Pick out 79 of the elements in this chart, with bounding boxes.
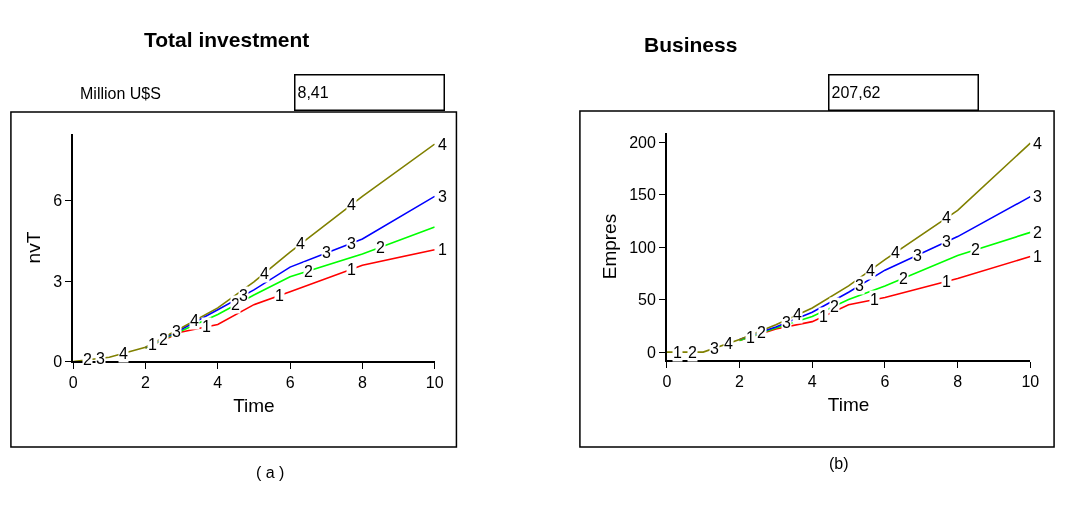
annotation: 4 <box>793 306 802 323</box>
annotation: 3 <box>710 340 719 357</box>
annotation: 3 <box>1033 188 1042 205</box>
y-tick-label: 0 <box>646 343 656 361</box>
annotation: 1 <box>1033 248 1042 265</box>
x-tick-label: 4 <box>213 374 223 392</box>
x-tick-label: 6 <box>285 374 295 392</box>
annotation: 2 <box>830 298 839 315</box>
annotation: 3 <box>239 287 248 304</box>
annotation: 1 <box>870 291 879 308</box>
y-tick-label: 200 <box>629 133 656 151</box>
annotation: 2 <box>304 263 313 280</box>
line-series <box>738 231 1031 342</box>
annotation: 4 <box>866 262 875 279</box>
text: 207,62 <box>831 84 881 101</box>
annotation: 3 <box>96 350 105 367</box>
x-tick-label: 0 <box>68 374 78 392</box>
y-axis-title: nvT <box>22 231 44 264</box>
annotation: 3 <box>782 314 791 331</box>
annotation: 4 <box>347 196 356 213</box>
annotation: 4 <box>438 136 447 153</box>
annotation: 2 <box>899 270 908 287</box>
text: Million U$S <box>80 85 161 102</box>
line-series <box>144 226 435 349</box>
annotation: 4 <box>891 244 900 261</box>
x-tick-label: 2 <box>735 373 745 391</box>
x-tick-label: 8 <box>953 373 963 391</box>
annotation: 3 <box>913 247 922 264</box>
annotation: 1 <box>148 336 157 353</box>
annotation: 4 <box>1033 135 1042 152</box>
annotation: 4 <box>724 335 733 352</box>
annotation: 1 <box>942 273 951 290</box>
y-tick-label: 100 <box>629 238 656 256</box>
annotation: 4 <box>260 265 269 282</box>
x-tick-label: 4 <box>807 373 817 391</box>
x-axis-title: Time <box>827 393 870 415</box>
annotation: 2 <box>971 241 980 258</box>
x-tick-label: 2 <box>141 374 151 392</box>
y-tick-label: 150 <box>629 186 656 204</box>
y-tick-label: 6 <box>53 192 63 210</box>
annotation: 1 <box>673 344 682 361</box>
annotation: 3 <box>172 323 181 340</box>
text: (b) <box>829 455 849 472</box>
annotation: 3 <box>942 233 951 250</box>
annotation: 2 <box>688 344 697 361</box>
y-tick-label: 0 <box>53 353 63 371</box>
annotation: 1 <box>275 287 284 304</box>
y-axis-title: Empres <box>598 213 620 280</box>
annotation: 4 <box>296 235 305 252</box>
x-tick-label: 8 <box>357 374 367 392</box>
text: ( a ) <box>256 464 285 481</box>
y-tick-label: 3 <box>53 272 63 290</box>
annotation: 2 <box>231 296 240 313</box>
text: 8,41 <box>297 84 329 101</box>
x-tick-label: 10 <box>425 374 444 392</box>
annotation: 2 <box>376 239 385 256</box>
annotation: 2 <box>757 324 766 341</box>
annotation: 3 <box>438 188 447 205</box>
annotation: 3 <box>347 235 356 252</box>
y-tick-label: 50 <box>638 291 656 309</box>
annotation: 1 <box>746 329 755 346</box>
annotation: 4 <box>119 345 128 362</box>
x-axis-title: Time <box>233 394 275 416</box>
annotation: 2 <box>83 351 92 368</box>
annotation: 1 <box>347 261 356 278</box>
x-tick-label: 0 <box>662 373 672 391</box>
annotation: 3 <box>322 244 331 261</box>
annotation: 2 <box>159 331 168 348</box>
annotation: 2 <box>1033 224 1042 241</box>
x-tick-label: 6 <box>880 373 890 391</box>
annotation: 1 <box>202 318 211 335</box>
annotation: 4 <box>942 209 951 226</box>
chart-title: Total investment <box>144 28 310 51</box>
annotation: 4 <box>190 312 199 329</box>
annotation: 1 <box>819 308 828 325</box>
annotation: 1 <box>438 241 447 258</box>
annotation: 3 <box>855 277 864 294</box>
x-tick-label: 10 <box>1021 373 1040 391</box>
chart-title: Business <box>644 33 738 56</box>
